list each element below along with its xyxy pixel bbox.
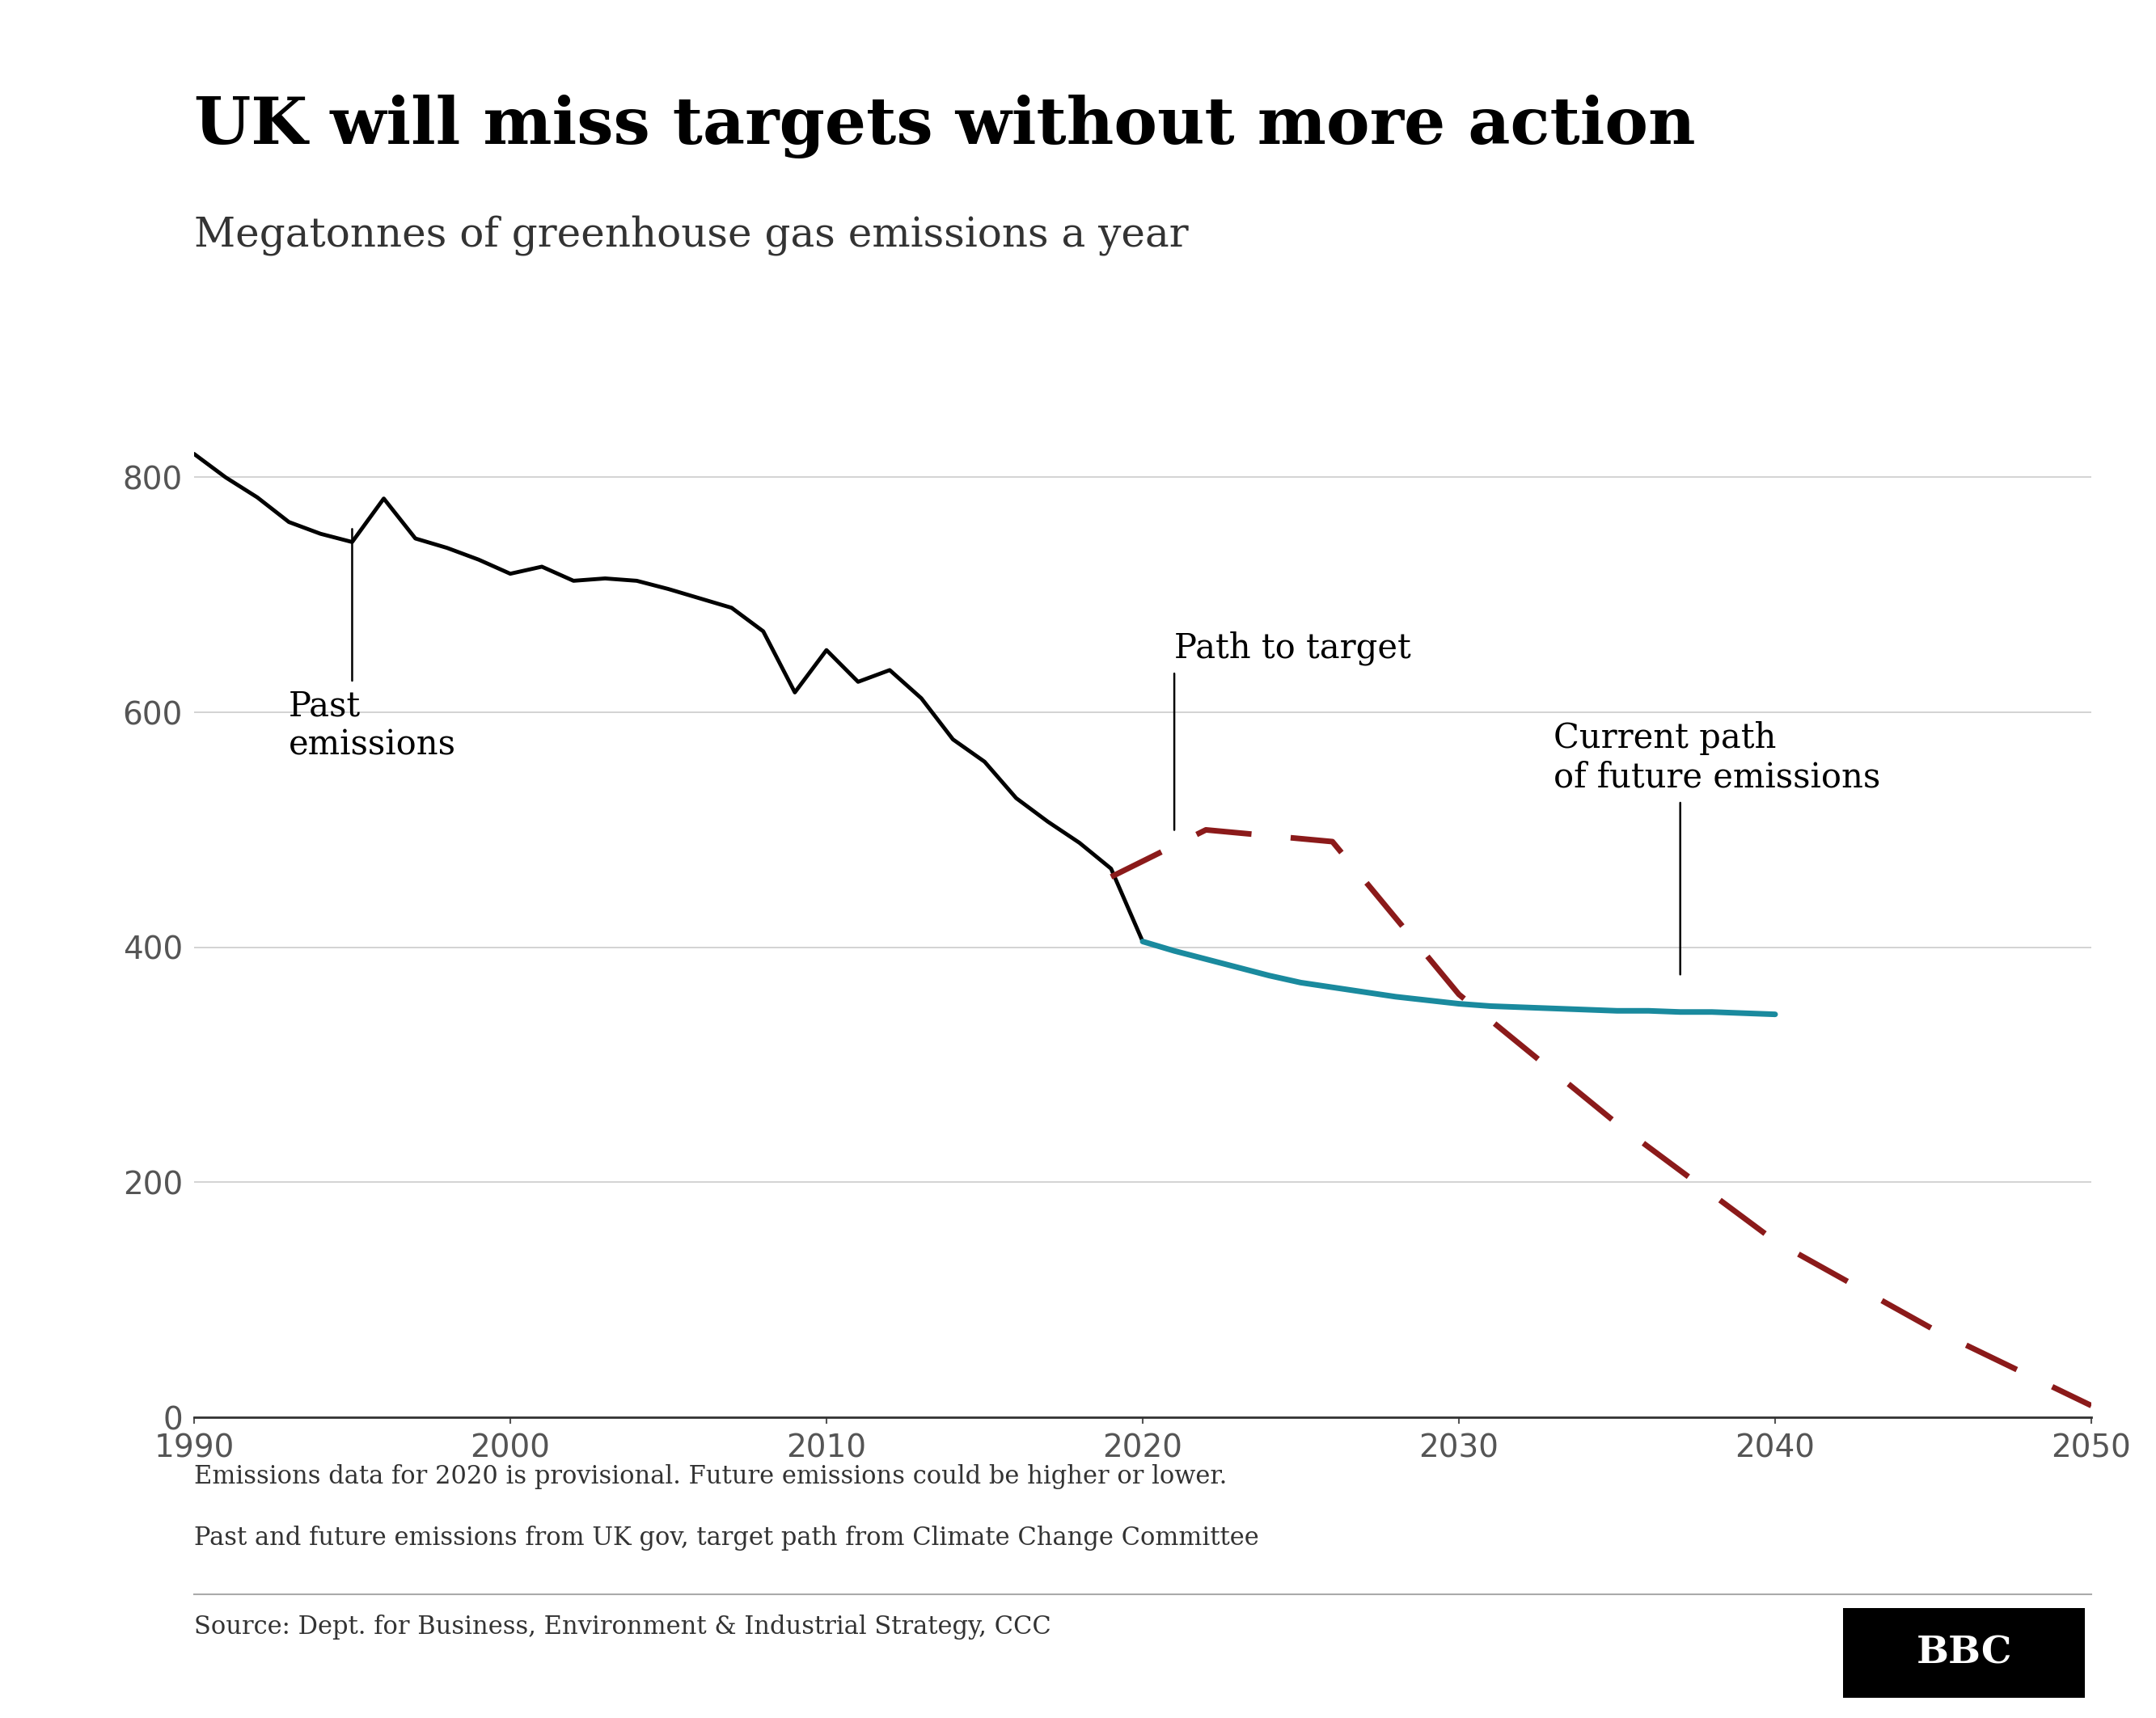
Text: Path to target: Path to target [1175, 631, 1410, 665]
Text: Past and future emissions from UK gov, target path from Climate Change Committee: Past and future emissions from UK gov, t… [194, 1526, 1259, 1551]
Text: BBC: BBC [1917, 1634, 2012, 1672]
Text: Past
emissions: Past emissions [289, 689, 457, 763]
Text: UK will miss targets without more action: UK will miss targets without more action [194, 94, 1695, 158]
Text: Current path
of future emissions: Current path of future emissions [1554, 722, 1880, 795]
Text: Source: Dept. for Business, Environment & Industrial Strategy, CCC: Source: Dept. for Business, Environment … [194, 1615, 1052, 1641]
Text: Megatonnes of greenhouse gas emissions a year: Megatonnes of greenhouse gas emissions a… [194, 215, 1188, 256]
Text: Emissions data for 2020 is provisional. Future emissions could be higher or lowe: Emissions data for 2020 is provisional. … [194, 1464, 1227, 1490]
